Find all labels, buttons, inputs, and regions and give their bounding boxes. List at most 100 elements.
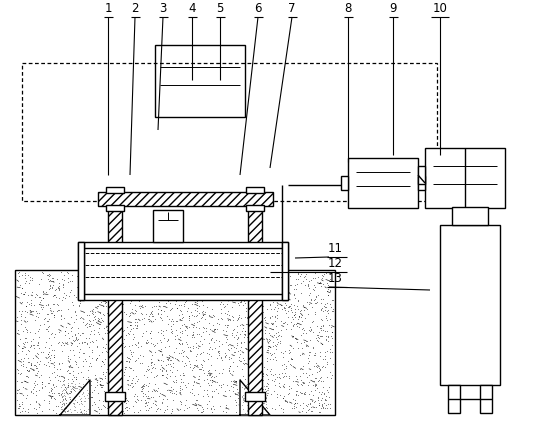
Point: [74, 380, 83, 387]
Point: [263, 375, 272, 382]
Point: [265, 315, 274, 322]
Point: [81, 375, 90, 382]
Point: [241, 409, 250, 416]
Point: [146, 281, 155, 287]
Point: [116, 381, 125, 388]
Point: [46, 341, 55, 348]
Point: [235, 269, 244, 276]
Point: [221, 349, 229, 356]
Point: [82, 358, 91, 365]
Point: [233, 317, 241, 323]
Point: [207, 335, 216, 342]
Point: [116, 350, 125, 357]
Point: [130, 333, 139, 340]
Point: [148, 303, 157, 310]
Point: [292, 338, 301, 345]
Point: [151, 290, 160, 297]
Point: [241, 344, 250, 351]
Point: [78, 409, 86, 416]
Point: [250, 274, 258, 281]
Point: [167, 326, 175, 332]
Point: [295, 389, 304, 396]
Point: [227, 345, 235, 352]
Point: [147, 393, 156, 400]
Point: [72, 376, 80, 383]
Point: [191, 396, 200, 403]
Point: [254, 383, 262, 390]
Point: [30, 383, 38, 390]
Point: [266, 356, 274, 363]
Point: [75, 353, 84, 360]
Point: [128, 305, 136, 312]
Point: [228, 384, 237, 391]
Point: [182, 324, 191, 331]
Point: [108, 339, 117, 346]
Point: [304, 371, 313, 378]
Point: [220, 387, 229, 394]
Point: [277, 369, 286, 376]
Point: [121, 294, 130, 301]
Point: [142, 381, 151, 388]
Point: [45, 397, 54, 404]
Point: [92, 272, 101, 279]
Point: [322, 304, 331, 311]
Point: [25, 367, 34, 374]
Point: [59, 390, 68, 396]
Point: [145, 405, 153, 412]
Point: [125, 343, 134, 350]
Point: [103, 362, 112, 369]
Point: [235, 281, 244, 288]
Point: [57, 384, 66, 391]
Point: [60, 272, 69, 278]
Point: [104, 277, 113, 284]
Point: [290, 399, 299, 406]
Point: [35, 301, 43, 308]
Point: [294, 297, 302, 304]
Point: [24, 359, 32, 366]
Point: [270, 378, 279, 384]
Point: [162, 403, 171, 410]
Point: [214, 350, 223, 357]
Point: [123, 386, 132, 393]
Point: [36, 321, 45, 328]
Point: [203, 375, 212, 382]
Point: [165, 343, 174, 350]
Point: [111, 271, 120, 278]
Point: [219, 326, 228, 333]
Point: [135, 352, 144, 359]
Point: [89, 338, 98, 345]
Point: [190, 392, 199, 399]
Point: [164, 277, 173, 284]
Point: [146, 340, 155, 347]
Point: [183, 290, 191, 297]
Point: [305, 285, 314, 292]
Point: [309, 318, 318, 325]
Point: [297, 381, 306, 388]
Point: [169, 363, 178, 370]
Point: [14, 341, 23, 348]
Point: [293, 296, 302, 303]
Point: [287, 306, 295, 313]
Point: [178, 339, 186, 346]
Point: [316, 332, 325, 339]
Point: [75, 287, 84, 294]
Point: [91, 269, 100, 276]
Point: [238, 286, 247, 293]
Point: [228, 332, 236, 338]
Point: [147, 351, 156, 358]
Point: [213, 326, 222, 332]
Point: [278, 291, 287, 298]
Bar: [341, 176, 348, 190]
Point: [298, 370, 307, 377]
Point: [319, 308, 328, 315]
Point: [256, 379, 265, 386]
Point: [321, 353, 329, 360]
Point: [297, 326, 306, 332]
Point: [182, 338, 191, 345]
Point: [156, 337, 164, 344]
Point: [95, 405, 103, 412]
Point: [159, 302, 168, 309]
Point: [67, 382, 76, 389]
Point: [238, 366, 246, 373]
Point: [199, 308, 207, 314]
